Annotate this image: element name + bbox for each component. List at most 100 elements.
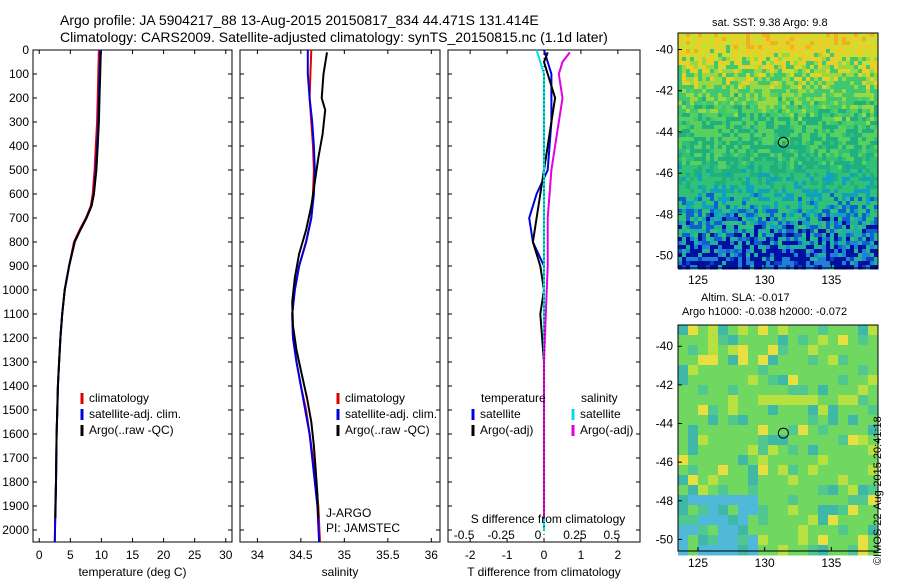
map-cell xyxy=(698,129,703,134)
map-cell xyxy=(834,41,839,46)
map-cell xyxy=(814,45,819,50)
map-cell xyxy=(858,435,869,446)
map-cell xyxy=(818,97,823,102)
map-cell xyxy=(726,225,731,230)
map-cell xyxy=(682,193,687,198)
map-cell xyxy=(754,265,759,270)
map-cell xyxy=(798,415,809,426)
map-cell xyxy=(698,121,703,126)
map-cell xyxy=(698,545,709,556)
map-cell xyxy=(708,455,719,466)
map-cell xyxy=(790,181,795,186)
map-cell xyxy=(706,85,711,90)
map-cell xyxy=(778,109,783,114)
map-cell xyxy=(698,365,709,376)
map-cell xyxy=(806,225,811,230)
map-cell xyxy=(690,121,695,126)
map-cell xyxy=(828,415,839,426)
map-cell xyxy=(806,121,811,126)
map-cell xyxy=(838,105,843,110)
map-cell xyxy=(794,49,799,54)
map-cell xyxy=(826,157,831,162)
map-cell xyxy=(698,89,703,94)
map-cell xyxy=(822,185,827,190)
depth-tick-label: 300 xyxy=(9,115,29,129)
map-cell xyxy=(734,225,739,230)
map-cell xyxy=(874,137,879,142)
depth-tick-label: 1800 xyxy=(2,475,29,489)
map-cell xyxy=(868,405,879,416)
map-cell xyxy=(728,505,739,516)
map-cell xyxy=(718,89,723,94)
map-cell xyxy=(828,455,839,466)
map-cell xyxy=(846,133,851,138)
map-cell xyxy=(846,73,851,78)
map-cell xyxy=(768,365,779,376)
map-cell xyxy=(686,113,691,118)
map-cell xyxy=(790,209,795,214)
map-cell xyxy=(862,241,867,246)
map-cell xyxy=(678,335,689,346)
map-cell xyxy=(826,141,831,146)
map-cell xyxy=(810,37,815,42)
map-cell xyxy=(758,265,763,270)
map-cell xyxy=(798,89,803,94)
map-cell xyxy=(718,345,729,356)
map-cell xyxy=(748,435,759,446)
map-cell xyxy=(778,485,789,496)
map-cell xyxy=(818,445,829,456)
map-cell xyxy=(694,189,699,194)
map-cell xyxy=(710,89,715,94)
map-cell xyxy=(702,157,707,162)
map-cell xyxy=(748,465,759,476)
map-cell xyxy=(714,137,719,142)
map-cell xyxy=(846,33,851,38)
map-cell xyxy=(686,37,691,42)
map-cell xyxy=(722,221,727,226)
map-cell xyxy=(774,121,779,126)
map-cell xyxy=(786,101,791,106)
map-cell xyxy=(778,125,783,130)
map-cell xyxy=(874,93,879,98)
map-cell xyxy=(814,113,819,118)
map-cell xyxy=(686,149,691,154)
map-cell xyxy=(858,225,863,230)
map-cell xyxy=(702,225,707,230)
map-cell xyxy=(838,415,849,426)
map-cell xyxy=(742,197,747,202)
map-cell xyxy=(690,105,695,110)
map-cell xyxy=(842,249,847,254)
map-cell xyxy=(682,69,687,74)
map-cell xyxy=(702,257,707,262)
map-cell xyxy=(814,85,819,90)
map-cell xyxy=(768,495,779,506)
map-cell xyxy=(738,81,743,86)
map-cell xyxy=(698,65,703,70)
map-cell xyxy=(862,213,867,218)
map-cell xyxy=(810,245,815,250)
map-cell xyxy=(794,93,799,98)
map-cell xyxy=(694,201,699,206)
map-cell xyxy=(858,133,863,138)
map-cell xyxy=(810,161,815,166)
map-cell xyxy=(806,257,811,262)
map-cell xyxy=(794,205,799,210)
x-tick-label: -1 xyxy=(502,548,513,562)
map-cell xyxy=(682,241,687,246)
map-cell xyxy=(826,97,831,102)
map-cell xyxy=(710,65,715,70)
map-cell xyxy=(848,325,859,336)
map-cell xyxy=(718,229,723,234)
map-cell xyxy=(826,137,831,142)
map-cell xyxy=(766,37,771,42)
map-cell xyxy=(810,53,815,58)
map-cell xyxy=(870,153,875,158)
map-cell xyxy=(802,141,807,146)
map-cell xyxy=(748,515,759,526)
map-cell xyxy=(686,221,691,226)
map-cell xyxy=(710,257,715,262)
map-cell xyxy=(786,65,791,70)
map-cell xyxy=(818,125,823,130)
map-cell xyxy=(690,265,695,270)
map-cell xyxy=(858,253,863,258)
